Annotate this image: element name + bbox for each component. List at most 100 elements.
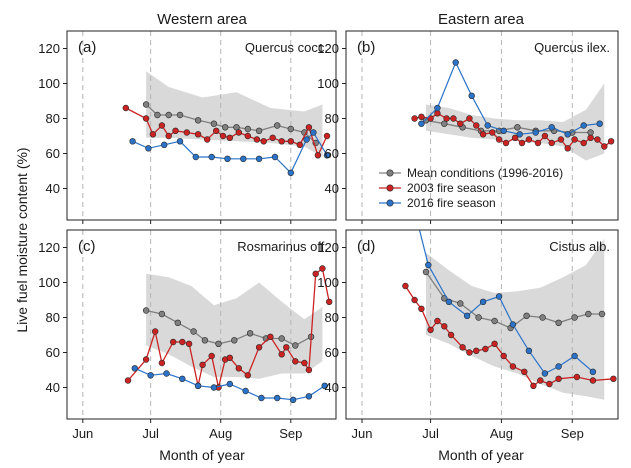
point-2003: [427, 326, 434, 333]
point-2003: [495, 136, 503, 143]
column-title-eastern: Eastern area: [438, 11, 525, 28]
species-name: Rosmarinus off.: [237, 239, 328, 254]
point-2003: [253, 136, 261, 143]
point-2016: [226, 380, 234, 388]
x-tick-label: Jun: [72, 426, 93, 441]
x-tick-label: Aug: [209, 426, 232, 441]
point-2003: [152, 328, 159, 335]
point-2003: [601, 143, 608, 150]
point-2016: [571, 352, 578, 360]
point-mean: [255, 127, 263, 135]
x-tick-label: Jul: [142, 426, 159, 441]
point-2003: [541, 132, 549, 140]
point-2016: [194, 382, 202, 389]
panel-letter: (b): [357, 39, 375, 56]
point-mean: [194, 117, 202, 124]
point-2003: [594, 136, 601, 143]
point-mean: [539, 314, 546, 321]
point-2016: [179, 375, 186, 382]
y-tick-label: 120: [38, 240, 60, 255]
point-2003: [122, 104, 130, 112]
point-2003: [530, 382, 537, 389]
y-tick-label: 60: [325, 146, 339, 161]
point-mean: [210, 120, 218, 127]
point-mean: [222, 124, 229, 131]
point-2016: [541, 370, 549, 377]
point-mean: [585, 310, 592, 318]
point-2003: [555, 375, 562, 382]
point-mean: [165, 111, 172, 119]
panel-frame: [345, 30, 619, 221]
point-2016: [425, 261, 432, 269]
point-2003: [226, 354, 234, 361]
point-2003: [427, 115, 434, 122]
point-2003: [573, 373, 581, 381]
point-2003: [518, 139, 526, 147]
range-band: [426, 83, 605, 161]
panel-3: 40 60 80 100 120 Jun Jul Aug Sep (c) Rosmarinus of…: [38, 229, 337, 441]
point-2003: [418, 113, 425, 121]
y-tick-label: 100: [317, 76, 339, 91]
point-2003: [296, 141, 303, 149]
point-2003: [314, 152, 322, 159]
point-2003: [511, 134, 519, 142]
point-2003: [165, 132, 172, 140]
point-2003: [546, 380, 553, 388]
point-2003: [278, 351, 285, 358]
point-2003: [473, 347, 480, 354]
legend-marker: [386, 169, 394, 177]
point-2016: [596, 120, 603, 127]
point-2016: [163, 370, 170, 377]
point-2016: [479, 298, 487, 305]
y-tick-label: 40: [46, 181, 60, 196]
point-mean: [201, 337, 209, 344]
y-tick-label: 100: [38, 275, 60, 290]
point-2003: [278, 138, 285, 145]
point-2003: [537, 377, 544, 384]
point-2003: [305, 124, 313, 131]
point-2003: [607, 138, 615, 145]
point-2016: [271, 153, 279, 161]
point-2016: [258, 394, 265, 402]
point-2016: [210, 384, 218, 391]
point-2016: [509, 321, 517, 328]
point-2003: [170, 338, 177, 346]
point-2003: [260, 138, 267, 145]
y-axis-label: Live fuel moisture content (%): [14, 147, 30, 332]
point-2003: [244, 372, 252, 379]
point-2003: [479, 131, 487, 138]
point-2016: [525, 347, 533, 354]
point-2016: [548, 124, 555, 131]
point-mean: [158, 310, 166, 318]
point-2003: [185, 340, 193, 347]
y-tick-label: 40: [325, 181, 339, 196]
y-tick-label: 40: [325, 380, 339, 395]
point-2003: [158, 122, 166, 129]
point-2003: [267, 333, 274, 340]
y-tick-label: 40: [46, 380, 60, 395]
point-2003: [447, 331, 455, 339]
point-2003: [587, 134, 594, 142]
series-line-2003: [404, 285, 614, 387]
point-2003: [287, 138, 294, 145]
point-2016: [321, 382, 328, 389]
point-mean: [287, 125, 294, 133]
point-mean: [278, 335, 285, 342]
point-2003: [142, 115, 150, 122]
point-2003: [411, 296, 418, 304]
y-tick-label: 120: [38, 41, 60, 56]
species-name: Cistus alb.: [549, 239, 610, 254]
point-2003: [450, 115, 457, 122]
range-band: [146, 273, 323, 379]
point-mean: [475, 314, 482, 321]
y-tick-label: 60: [46, 146, 60, 161]
point-2003: [509, 363, 517, 370]
point-2003: [580, 139, 587, 147]
point-2016: [580, 122, 587, 129]
point-mean: [598, 310, 606, 318]
x-tick-label: Sep: [561, 426, 584, 441]
point-mean: [154, 111, 161, 119]
y-tick-label: 120: [317, 240, 339, 255]
point-2003: [564, 145, 571, 152]
point-2003: [411, 115, 418, 122]
